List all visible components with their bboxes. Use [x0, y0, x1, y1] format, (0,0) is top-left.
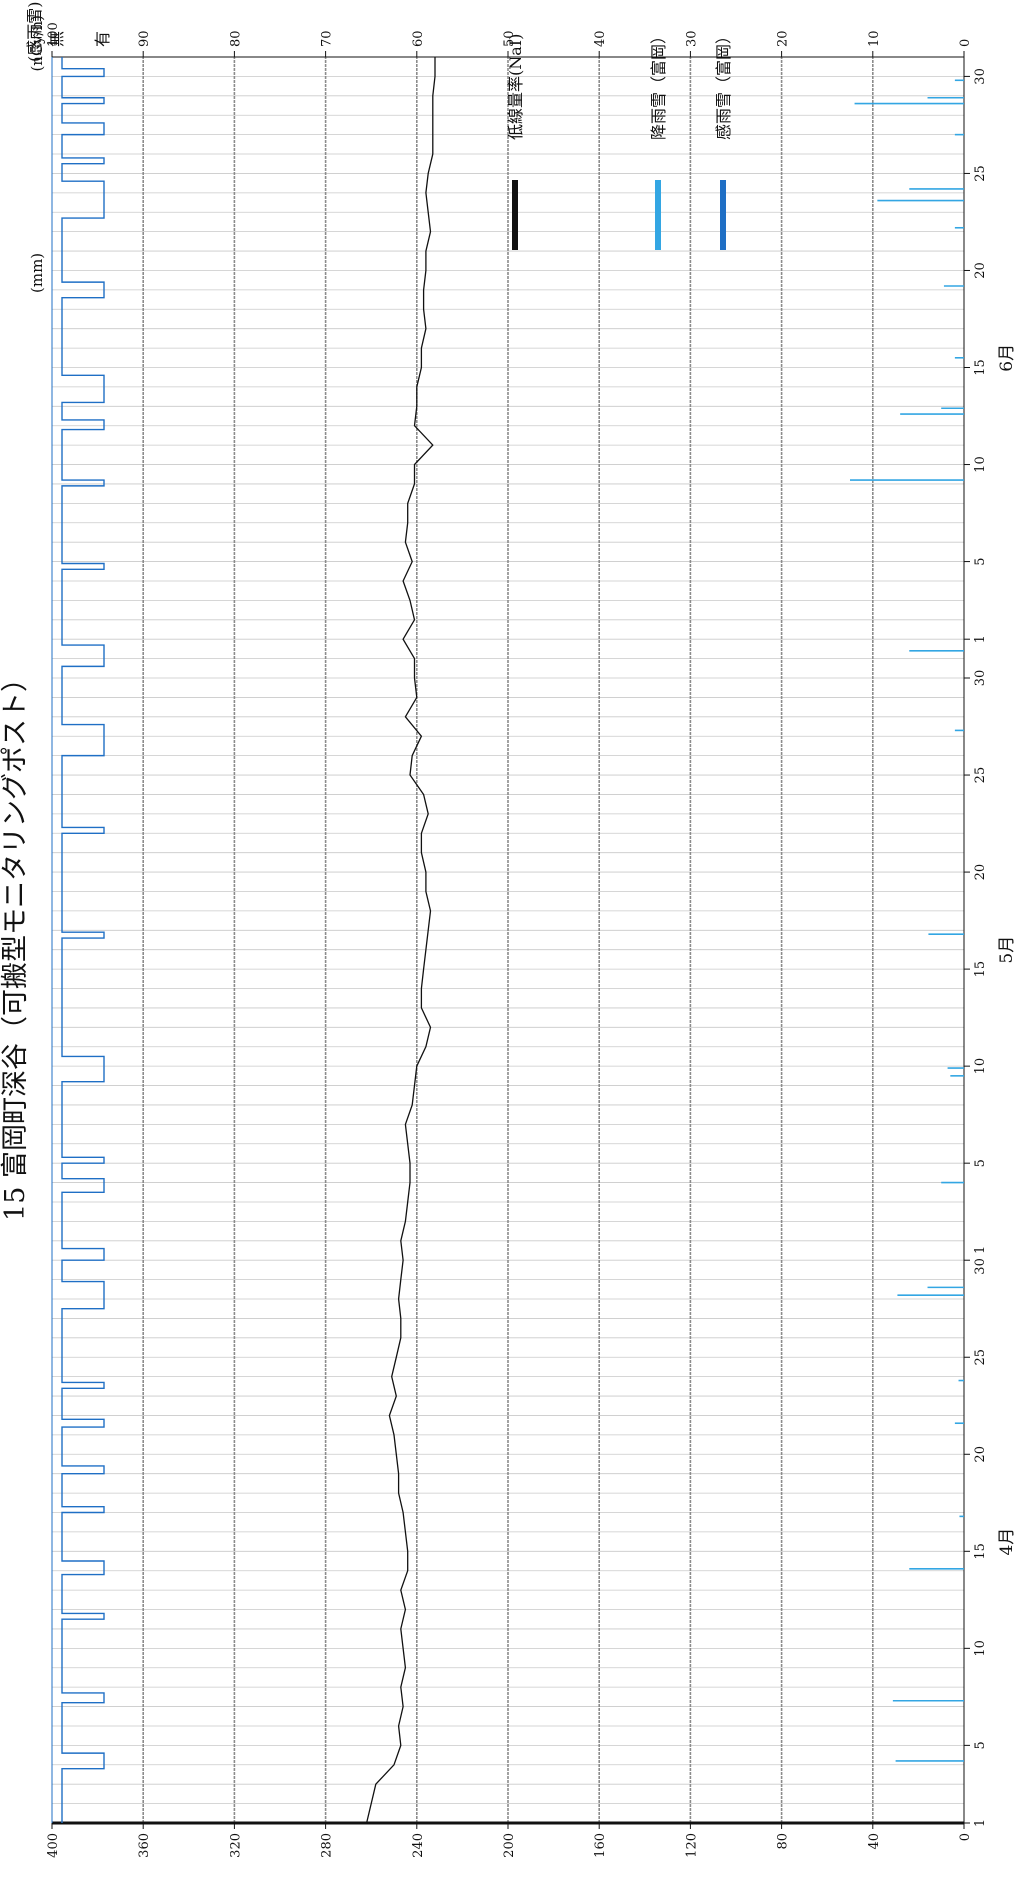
left-axis-tick-label: 240: [411, 1833, 426, 1858]
rain-flag-level-wet: 有: [93, 31, 112, 47]
left-axis-tick-label: 160: [593, 1833, 608, 1858]
left-axis-tick-label: 40: [867, 1833, 882, 1850]
left-axis-tick-label: 200: [502, 1833, 517, 1858]
right-axis-tick-label: 100: [46, 22, 61, 47]
x-axis-tick-label: 20: [973, 262, 988, 279]
x-axis-tick-label: 20: [973, 864, 988, 881]
right-axis-tick-label: 90: [137, 30, 152, 47]
right-axis-tick-label: 30: [684, 30, 699, 47]
x-axis-tick-label: 30 1: [973, 1246, 988, 1275]
left-axis-tick-label: 120: [684, 1833, 699, 1858]
right-axis-tick-label: 70: [320, 30, 335, 47]
right-axis-tick-label: 60: [411, 30, 426, 47]
right-axis-tick-label: 20: [776, 30, 791, 47]
right-axis-tick-label: 50: [502, 30, 517, 47]
x-axis-tick-label: 15: [973, 961, 988, 978]
legend-label: 低線量率(NaI): [506, 34, 525, 140]
x-axis-tick-label: 30: [973, 68, 988, 85]
left-axis-tick-label: 80: [776, 1833, 791, 1850]
left-axis-tick-label: 360: [137, 1833, 152, 1858]
chart-title: 15 富岡町深谷（可搬型モニタリングポスト）: [0, 665, 31, 1221]
right-axis-tick-label: 80: [228, 30, 243, 47]
month-label: 4月: [997, 1528, 1017, 1556]
x-axis-tick-label: 25: [973, 767, 988, 784]
x-axis-tick-label: 5: [973, 557, 988, 565]
x-axis-tick-label: 15: [973, 1543, 988, 1560]
x-axis-tick-label: 10: [973, 456, 988, 473]
x-axis-tick-label: 15: [973, 359, 988, 376]
left-axis-unit: (nGy/h): [28, 15, 46, 72]
rain-flag-level-none: 無: [47, 31, 66, 47]
dose-rate-series-line: [365, 57, 436, 1824]
x-axis-tick-label: 20: [973, 1446, 988, 1463]
right-axis-unit: (mm): [28, 253, 46, 293]
rain-flag-axis-title: (感雨雪): [25, 2, 44, 63]
x-axis-tick-label: 1: [973, 635, 988, 643]
left-axis-tick-label: 280: [320, 1833, 335, 1858]
x-axis-tick-label: 10: [973, 1640, 988, 1657]
right-axis-tick-label: 0: [958, 39, 973, 47]
left-axis-tick-label: 320: [228, 1833, 243, 1858]
x-axis-tick-label: 5: [973, 1741, 988, 1749]
right-axis-tick-label: 40: [593, 30, 608, 47]
left-axis-tick-label: 400: [46, 1833, 61, 1858]
legend-label: 降雨雪（富岡）: [649, 28, 668, 140]
legend-label: 感雨雪（富岡）: [714, 28, 733, 140]
x-axis-tick-label: 1: [973, 1819, 988, 1827]
x-axis-tick-label: 25: [973, 165, 988, 182]
month-label: 6月: [997, 344, 1017, 372]
left-axis-tick-label: 0: [958, 1833, 973, 1841]
right-axis-tick-label: 10: [867, 30, 882, 47]
rain-flag-series-line: [61, 57, 105, 1823]
x-axis-tick-label: 30: [973, 670, 988, 687]
month-label: 5月: [997, 936, 1017, 964]
x-axis-tick-label: 5: [973, 1159, 988, 1167]
x-axis-tick-label: 25: [973, 1349, 988, 1366]
x-axis-tick-label: 10: [973, 1058, 988, 1075]
